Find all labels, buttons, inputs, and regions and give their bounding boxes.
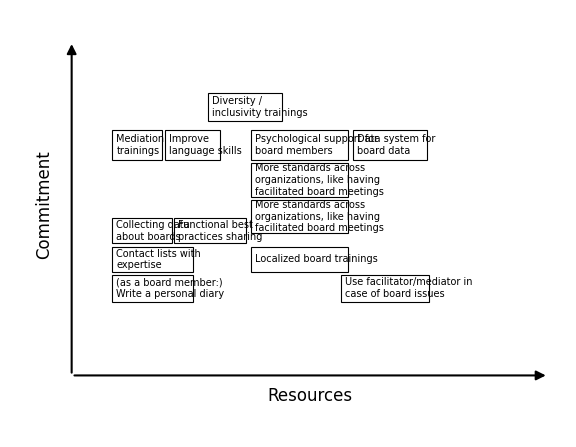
FancyBboxPatch shape [112, 274, 194, 302]
Text: Functional best
practices sharing: Functional best practices sharing [179, 220, 263, 242]
Text: Mediation
trainings: Mediation trainings [116, 134, 165, 156]
Text: More standards across
organizations, like having
facilitated board meetings: More standards across organizations, lik… [255, 200, 384, 233]
Text: Improve
language skills: Improve language skills [169, 134, 242, 156]
FancyBboxPatch shape [112, 219, 172, 244]
Text: Commitment: Commitment [35, 150, 53, 259]
FancyBboxPatch shape [112, 130, 162, 160]
Text: Psychological support for
board members: Psychological support for board members [255, 134, 378, 156]
FancyBboxPatch shape [341, 274, 429, 302]
FancyBboxPatch shape [174, 219, 246, 244]
FancyBboxPatch shape [112, 247, 194, 272]
FancyBboxPatch shape [353, 130, 427, 160]
Text: More standards across
organizations, like having
facilitated board meetings: More standards across organizations, lik… [255, 163, 384, 197]
Text: Data system for
board data: Data system for board data [357, 134, 435, 156]
Text: Use facilitator/mediator in
case of board issues: Use facilitator/mediator in case of boar… [346, 278, 473, 299]
FancyBboxPatch shape [207, 93, 282, 122]
Text: Localized board trainings: Localized board trainings [255, 254, 377, 264]
FancyBboxPatch shape [165, 130, 219, 160]
Text: Contact lists with
expertise: Contact lists with expertise [116, 249, 201, 270]
FancyBboxPatch shape [251, 163, 348, 197]
Text: Diversity /
inclusivity trainings: Diversity / inclusivity trainings [212, 97, 308, 118]
Text: (as a board member:)
Write a personal diary: (as a board member:) Write a personal di… [116, 278, 225, 299]
FancyBboxPatch shape [251, 200, 348, 233]
FancyBboxPatch shape [251, 247, 348, 272]
FancyBboxPatch shape [251, 130, 348, 160]
Text: Resources: Resources [268, 387, 353, 405]
Text: Collecting data
about boards: Collecting data about boards [116, 220, 190, 242]
